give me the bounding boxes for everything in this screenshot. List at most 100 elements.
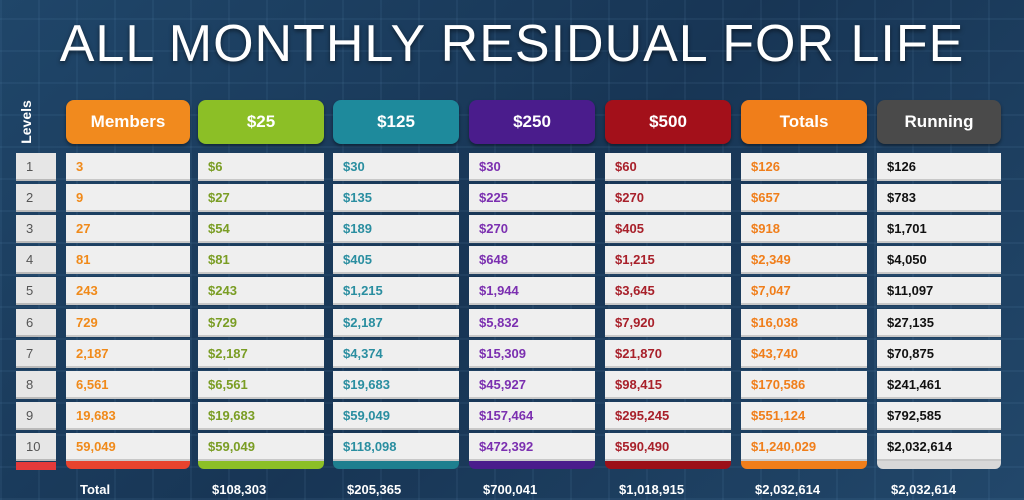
column-total: $2,032,614 (891, 482, 957, 497)
table-cell: $15,309 (469, 339, 595, 368)
table-cell: $918 (741, 215, 867, 244)
table-cell: $189 (333, 215, 459, 244)
table-cell: 2,187 (66, 339, 190, 368)
levels-label: Levels (16, 96, 38, 148)
table-cell: $648 (469, 246, 595, 275)
column-total: $205,365 (347, 482, 402, 497)
table-cell: $2,032,614 (877, 432, 1001, 461)
table-cell: $7,920 (605, 308, 731, 337)
table-cell: $590,490 (605, 432, 731, 461)
table-cell: 3 (66, 153, 190, 181)
column-bottom-bar (605, 461, 731, 469)
table-cell: $405 (333, 246, 459, 275)
table-cell: $118,098 (333, 432, 459, 461)
column-bottom-bar (198, 461, 324, 469)
column-header-c500: $500 (605, 100, 731, 144)
table-cell: $27,135 (877, 308, 1001, 337)
table-cell: $657 (741, 184, 867, 213)
table-cell: 9 (66, 184, 190, 213)
table-cell: $551,124 (741, 401, 867, 430)
column-header-members: Members (66, 100, 190, 144)
table-cell: $1,240,029 (741, 432, 867, 461)
table-cell: $30 (333, 153, 459, 181)
column-total: $1,018,915 (619, 482, 685, 497)
table-cell: $4,050 (877, 246, 1001, 275)
table-cell: $19,683 (333, 370, 459, 399)
table-cell: 6,561 (66, 370, 190, 399)
table-cell: $2,187 (333, 308, 459, 337)
level-number: 9 (16, 401, 56, 430)
level-number: 1 (16, 153, 56, 181)
table-cell: $60 (605, 153, 731, 181)
table-cell: $19,683 (198, 401, 324, 430)
table-cell: $225 (469, 184, 595, 213)
table-cell: $81 (198, 246, 324, 275)
levels-label-text: Levels (17, 100, 34, 144)
column-bottom-bar (333, 461, 459, 469)
table-cell: $11,097 (877, 277, 1001, 306)
column-header-c250: $250 (469, 100, 595, 144)
levels-bottom-bar (16, 462, 56, 470)
column-header-running: Running (877, 100, 1001, 144)
table-cell: $405 (605, 215, 731, 244)
table-cell: $7,047 (741, 277, 867, 306)
table-cell: 81 (66, 246, 190, 275)
table-cell: $783 (877, 184, 1001, 213)
table-cell: 243 (66, 277, 190, 306)
table-cell: $729 (198, 308, 324, 337)
level-number: 8 (16, 370, 56, 399)
table-cell: 729 (66, 308, 190, 337)
column-bottom-bar (66, 461, 190, 469)
column-total: $108,303 (212, 482, 267, 497)
column-header-c125: $125 (333, 100, 459, 144)
table-cell: $5,832 (469, 308, 595, 337)
table-cell: $2,187 (198, 339, 324, 368)
page-title: ALL MONTHLY RESIDUAL FOR LIFE (59, 15, 965, 73)
table-cell: $157,464 (469, 401, 595, 430)
table-cell: $16,038 (741, 308, 867, 337)
table-cell: 59,049 (66, 432, 190, 461)
table-cell: $1,701 (877, 215, 1001, 244)
table-cell: $270 (605, 184, 731, 213)
table-cell: $170,586 (741, 370, 867, 399)
table-cell: $1,215 (333, 277, 459, 306)
column-total: $2,032,614 (755, 482, 821, 497)
table-cell: $30 (469, 153, 595, 181)
table-cell: $43,740 (741, 339, 867, 368)
level-number: 10 (16, 432, 56, 461)
table-cell: $45,927 (469, 370, 595, 399)
column-bottom-bar (877, 461, 1001, 469)
column-total: $700,041 (483, 482, 538, 497)
table-cell: $1,215 (605, 246, 731, 275)
table-cell: $6,561 (198, 370, 324, 399)
table-cell: $4,374 (333, 339, 459, 368)
table-cell: $126 (877, 153, 1001, 181)
column-bottom-bar (469, 461, 595, 469)
table-cell: $70,875 (877, 339, 1001, 368)
table-cell: $135 (333, 184, 459, 213)
table-cell: $3,645 (605, 277, 731, 306)
column-header-c25: $25 (198, 100, 324, 144)
table-cell: $54 (198, 215, 324, 244)
level-number: 3 (16, 215, 56, 244)
level-number: 2 (16, 184, 56, 213)
table-cell: 27 (66, 215, 190, 244)
level-number: 7 (16, 339, 56, 368)
table-cell: $243 (198, 277, 324, 306)
table-cell: 19,683 (66, 401, 190, 430)
table-cell: $1,944 (469, 277, 595, 306)
table-cell: $59,049 (198, 432, 324, 461)
column-bottom-bar (741, 461, 867, 469)
table-cell: $792,585 (877, 401, 1001, 430)
table-cell: $21,870 (605, 339, 731, 368)
table-cell: $270 (469, 215, 595, 244)
table-cell: $472,392 (469, 432, 595, 461)
table-cell: $59,049 (333, 401, 459, 430)
table-cell: $241,461 (877, 370, 1001, 399)
column-header-totals: Totals (741, 100, 867, 144)
level-number: 4 (16, 246, 56, 275)
table-cell: $27 (198, 184, 324, 213)
level-number: 5 (16, 277, 56, 306)
table-cell: $295,245 (605, 401, 731, 430)
table-cell: $6 (198, 153, 324, 181)
